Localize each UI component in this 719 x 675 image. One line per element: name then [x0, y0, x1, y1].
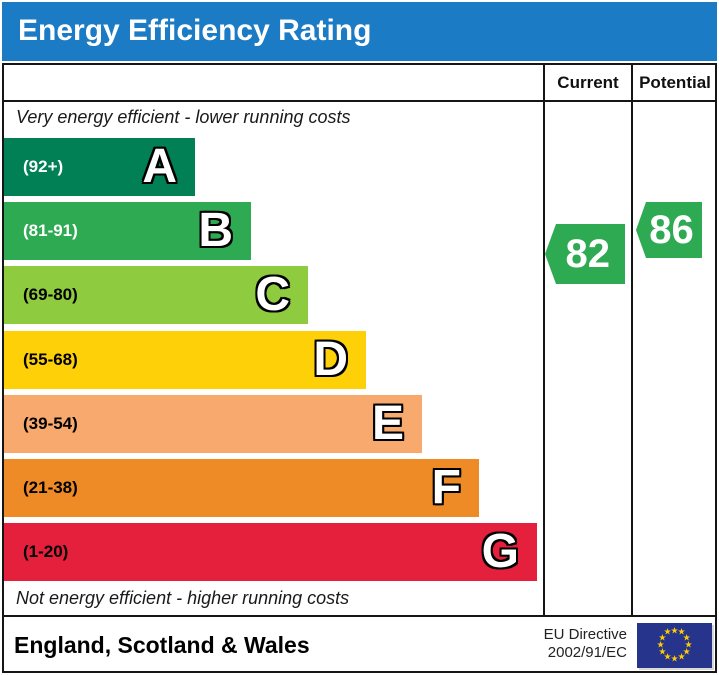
band-e-letter: E: [371, 397, 404, 450]
band-f-letter: F: [431, 461, 461, 514]
eu-flag-star: ★: [670, 654, 679, 664]
band-d: (55-68) D: [4, 331, 366, 389]
band-e-range-label: (39-54): [23, 414, 78, 433]
current-arrow-shape: [545, 224, 625, 284]
footer-row-divider: [2, 615, 717, 617]
page-title: Energy Efficiency Rating: [18, 14, 372, 47]
eu-flag-star: ★: [677, 627, 686, 638]
band-a-letter: A: [142, 140, 177, 193]
band-f-range-label: (21-38): [23, 478, 78, 497]
top-efficiency-note: Very energy efficient - lower running co…: [16, 107, 351, 127]
eu-flag-star: ★: [656, 640, 665, 650]
potential-column-header: Potential: [639, 73, 711, 92]
region-label: England, Scotland & Wales: [14, 632, 310, 658]
band-g: (1-20) G: [4, 523, 537, 581]
potential-rating-arrow: 86: [636, 202, 702, 258]
rating-table-frame: [2, 63, 717, 673]
header-row-divider: [2, 100, 717, 102]
eu-directive-line2: 2002/91/EC: [547, 644, 627, 661]
potential-arrow-shape: [636, 202, 702, 258]
band-g-range-label: (1-20): [23, 542, 69, 561]
eu-flag-star: ★: [663, 652, 672, 663]
eu-directive-label: EU Directive 2002/91/EC: [460, 626, 627, 662]
band-b-letter: B: [198, 204, 233, 257]
current-column-header: Current: [557, 73, 619, 92]
title-bar: Energy Efficiency Rating: [2, 2, 717, 61]
band-g-letter: G: [481, 525, 519, 578]
band-c-letter: C: [255, 268, 290, 321]
band-c-range-label: (69-80): [23, 285, 78, 304]
band-f: (21-38) F: [4, 459, 479, 517]
eu-flag-star: ★: [658, 647, 667, 657]
eu-directive-line1: EU Directive: [543, 626, 627, 643]
band-e: (39-54) E: [4, 395, 422, 453]
eu-flag-star: ★: [677, 652, 686, 663]
eu-flag-star: ★: [670, 626, 679, 636]
band-a-range-label: (92+): [23, 157, 64, 176]
eu-flag-star: ★: [682, 647, 691, 657]
current-rating-arrow: 82: [545, 224, 625, 284]
potential-rating-value: 86: [649, 208, 694, 252]
potential-column-divider: [631, 63, 633, 617]
band-a: (92+) A: [4, 138, 195, 196]
eu-flag-star: ★: [658, 633, 667, 643]
band-d-range-label: (55-68): [23, 350, 78, 369]
eu-flag-star: ★: [682, 633, 691, 643]
current-rating-value: 82: [565, 232, 611, 276]
band-c: (69-80) C: [4, 266, 308, 324]
eu-flag-star: ★: [684, 640, 693, 650]
band-b-range-label: (81-91): [23, 221, 78, 240]
band-d-letter: D: [313, 333, 348, 386]
current-column-divider: [543, 63, 545, 617]
band-b: (81-91) B: [4, 202, 251, 260]
eu-flag-star: ★: [663, 627, 672, 638]
eu-flag-icon: ★ ★ ★ ★ ★ ★ ★ ★ ★ ★ ★ ★: [637, 623, 712, 668]
bottom-efficiency-note: Not energy efficient - higher running co…: [16, 588, 350, 608]
